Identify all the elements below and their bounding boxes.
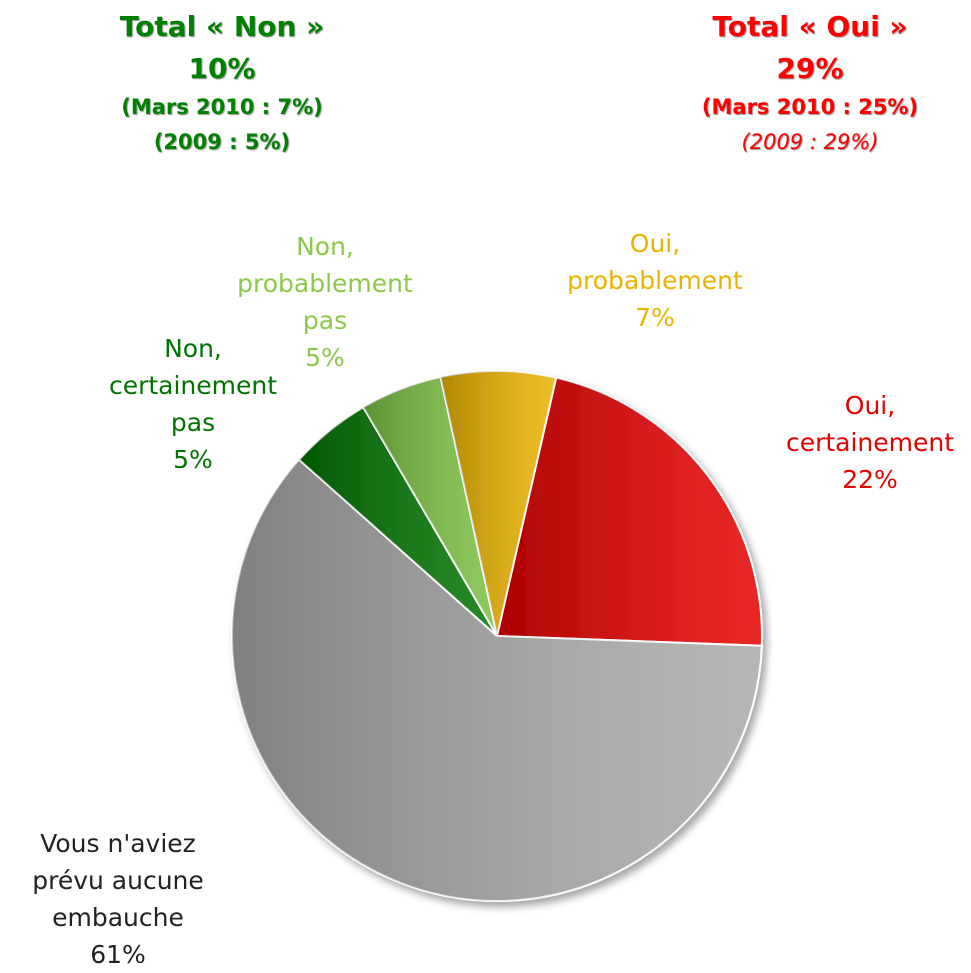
annotation-title: Total « Non » (119, 10, 325, 43)
annotation-title: Total « Oui » (712, 10, 908, 43)
slice-shade (363, 377, 497, 636)
annotation-line: (Mars 2010 : 25%) (701, 95, 919, 119)
slice-shade (299, 407, 497, 636)
annotation: Total « Non » 10% (Mars 2010 : 7%) (2009 : … (42, 6, 402, 160)
value-label: 61% (90, 940, 146, 969)
category-label: Oui, certainement (785, 391, 955, 457)
annotation-line: (2009 : 5%) (153, 130, 291, 154)
pie (231, 370, 763, 902)
annotation-line: (Mars 2010 : 7%) (121, 95, 323, 119)
annotation-value: 29% (776, 52, 844, 85)
value-label: 5% (173, 445, 213, 474)
slice-shade (497, 377, 762, 646)
slice-label: Non, probablement pas 5% (218, 228, 433, 376)
value-label: 22% (842, 465, 898, 494)
value-label: 7% (635, 303, 675, 332)
category-label: Non, certainement pas (108, 334, 278, 437)
slice-label: Oui, probablement 7% (548, 225, 763, 336)
annotation: Total « Oui » 29% (Mars 2010 : 25%) (2009 :… (630, 6, 971, 160)
category-label: Non, probablement pas (237, 232, 413, 335)
slice-label: Vous n'aviez prévu aucune embauche 61% (13, 825, 223, 973)
category-label: Vous n'aviez prévu aucune embauche (32, 829, 204, 932)
category-label: Oui, probablement (567, 229, 743, 295)
annotation-value: 10% (188, 52, 256, 85)
annotation-line: (2009 : 29%) (741, 130, 879, 154)
slice-shade (440, 371, 557, 636)
value-label: 5% (305, 343, 345, 372)
slice-label: Non, certainement pas 5% (93, 330, 293, 478)
slice-label: Oui, certainement 22% (765, 387, 971, 498)
slice-shade (231, 459, 762, 901)
